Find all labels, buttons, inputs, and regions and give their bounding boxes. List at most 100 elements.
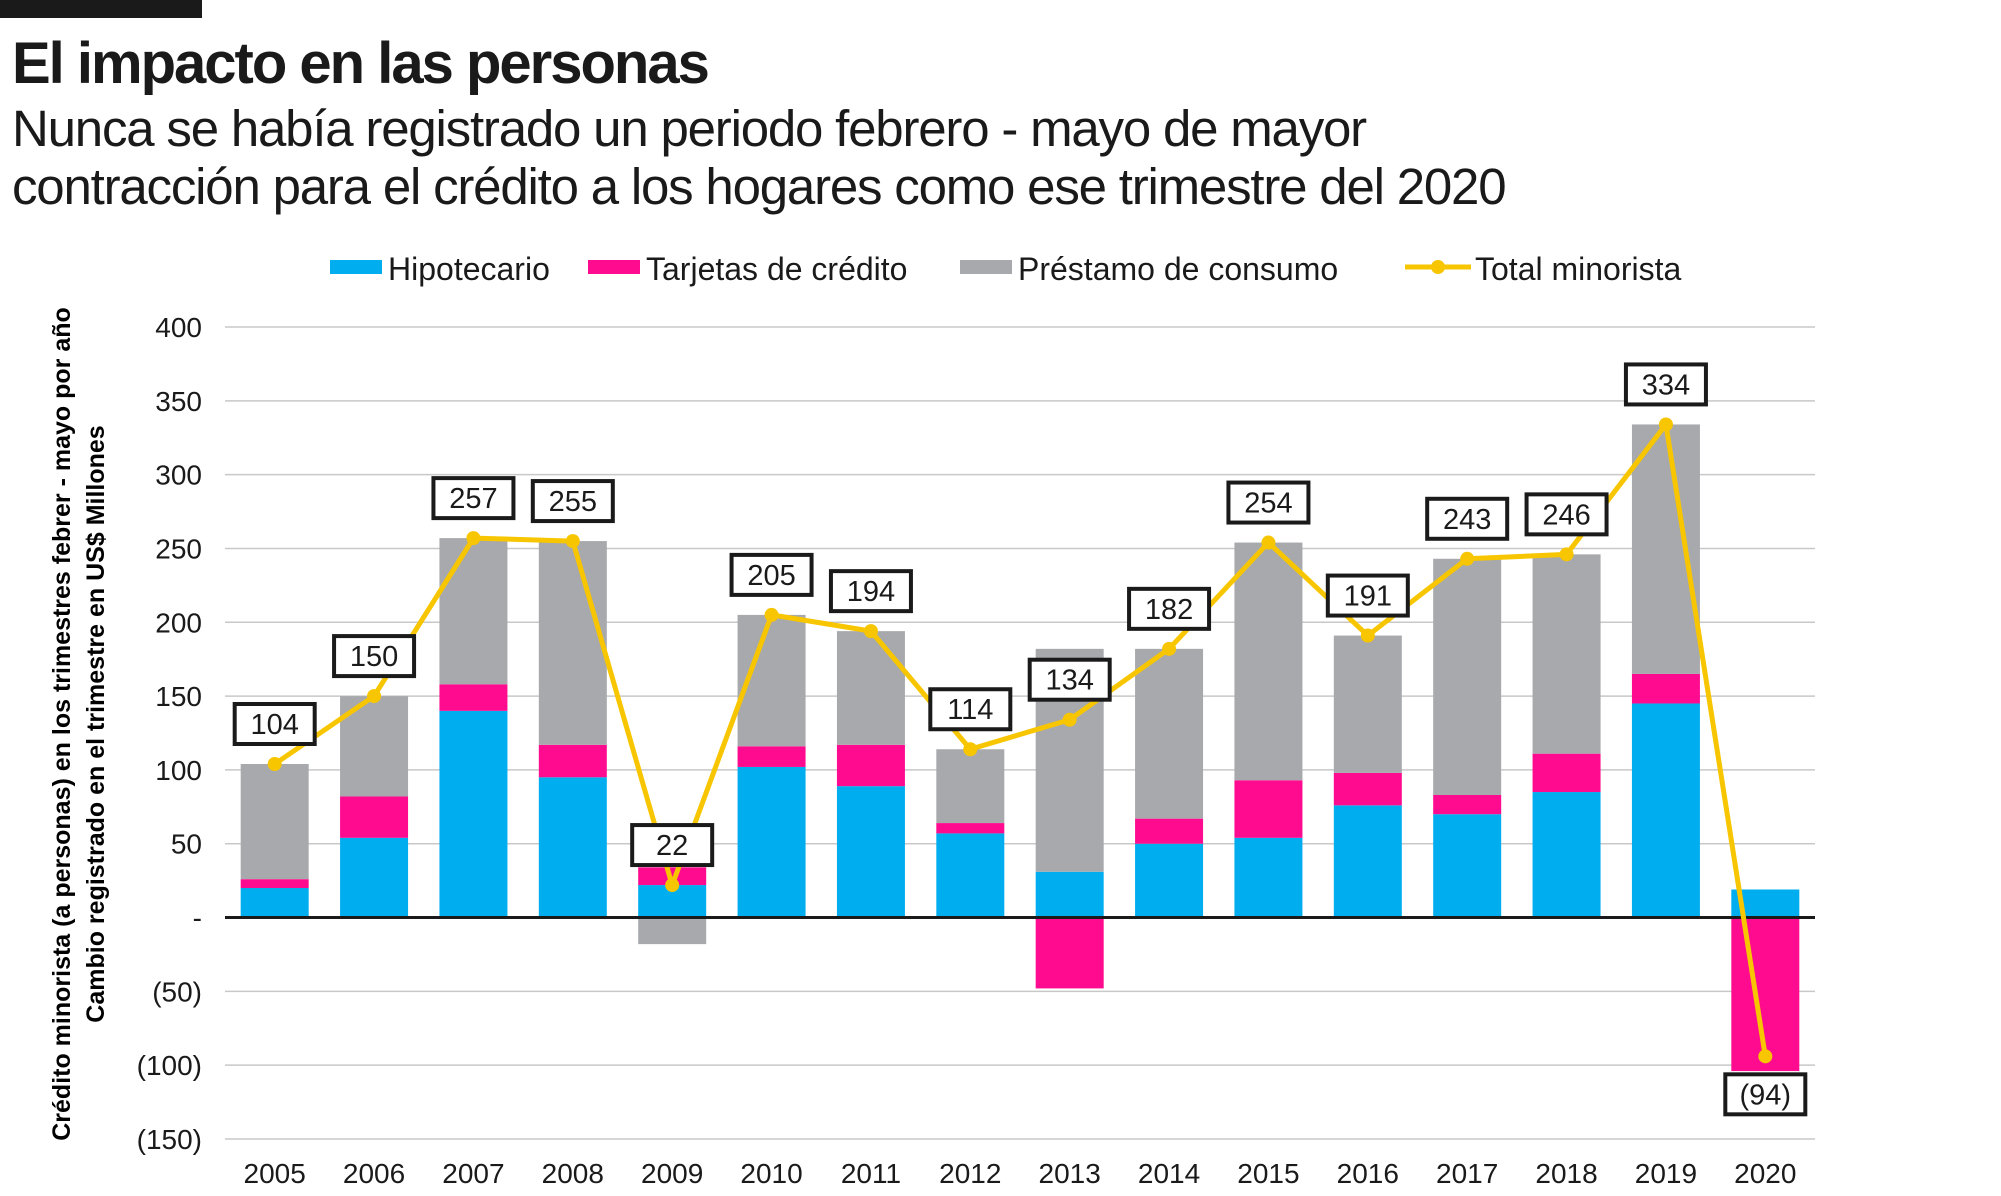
x-tick-label: 2015 [1237, 1158, 1299, 1189]
total-point-2019 [1658, 417, 1673, 432]
bar-hipotecario-2007 [439, 710, 508, 918]
value-label-2011: 194 [847, 576, 895, 608]
total-point-2006 [367, 689, 382, 704]
y-tick-label: - [193, 903, 202, 934]
x-tick-label: 2008 [542, 1158, 604, 1189]
y-tick-label: 50 [171, 829, 202, 860]
value-label-box-2013 [1027, 657, 1112, 702]
total-point-2007 [466, 531, 481, 546]
bar-tarjetas-de-cr-dito-2013 [1035, 917, 1104, 989]
bar-pr-stamo-de-consumo-2005 [240, 764, 309, 880]
header-accent-bar [0, 0, 202, 18]
bar-pr-stamo-de-consumo-2017 [1433, 558, 1502, 796]
legend-swatch-total-point [1431, 260, 1445, 274]
legend-swatch-pr-stamo-de-consumo [960, 260, 1012, 274]
bar-pr-stamo-de-consumo-2018 [1532, 554, 1601, 754]
value-label-box-2010 [729, 552, 814, 597]
bar-tarjetas-de-cr-dito-2011 [836, 744, 905, 787]
x-tick-label: 2016 [1337, 1158, 1399, 1189]
chart-title: El impacto en las personas [12, 31, 710, 96]
value-label-box-2018 [1524, 492, 1609, 537]
x-tick-label: 2007 [442, 1158, 504, 1189]
legend-label-tarjetas-de-cr-dito: Tarjetas de crédito [646, 251, 907, 287]
bar-hipotecario-2010 [737, 766, 806, 918]
x-tick-label: 2012 [939, 1158, 1001, 1189]
bar-pr-stamo-de-consumo-2009 [638, 917, 707, 945]
x-tick-label: 2006 [343, 1158, 405, 1189]
value-label-box-2014 [1127, 586, 1212, 631]
bar-tarjetas-de-cr-dito-2008 [538, 744, 607, 778]
total-point-2016 [1360, 628, 1375, 643]
bar-hipotecario-2005 [240, 888, 309, 918]
value-label-box-2005 [232, 702, 317, 747]
y-axis-title-line1: Crédito minorista (a personas) en los tr… [48, 307, 76, 1141]
bar-tarjetas-de-cr-dito-2012 [936, 823, 1005, 834]
total-point-2005 [267, 757, 282, 772]
value-label-2006: 150 [350, 641, 398, 673]
value-label-2015: 254 [1244, 488, 1292, 520]
value-label-2009: 22 [656, 830, 688, 862]
bar-tarjetas-de-cr-dito-2018 [1532, 753, 1601, 793]
legend-label-hipotecario: Hipotecario [388, 251, 550, 287]
y-tick-label: 300 [155, 460, 202, 491]
value-label-2016: 191 [1344, 581, 1392, 613]
value-label-2018: 246 [1542, 499, 1590, 531]
x-tick-label: 2011 [841, 1158, 901, 1189]
bar-tarjetas-de-cr-dito-2007 [439, 684, 508, 711]
x-tick-label: 2014 [1138, 1158, 1200, 1189]
value-label-2008: 255 [549, 486, 597, 518]
y-axis-title-line2: Cambio registrado en el trimestre en US$… [82, 425, 110, 1022]
total-point-2010 [764, 607, 779, 622]
bar-hipotecario-2015 [1234, 837, 1303, 918]
x-tick-label: 2017 [1436, 1158, 1498, 1189]
bar-tarjetas-de-cr-dito-2017 [1433, 795, 1502, 815]
legend-swatch-hipotecario [330, 260, 382, 274]
value-label-2017: 243 [1443, 504, 1491, 536]
x-tick-label: 2010 [740, 1158, 802, 1189]
bar-hipotecario-2011 [836, 786, 905, 918]
bar-tarjetas-de-cr-dito-2016 [1333, 772, 1402, 806]
value-label-2005: 104 [250, 709, 298, 741]
bar-hipotecario-2013 [1035, 871, 1104, 918]
x-tick-label: 2013 [1039, 1158, 1101, 1189]
value-label-box-2009 [630, 823, 715, 868]
bar-hipotecario-2014 [1135, 843, 1204, 918]
y-tick-label: 350 [155, 386, 202, 417]
value-label-2012: 114 [947, 694, 993, 726]
y-tick-label: (150) [137, 1124, 202, 1155]
total-minorista-line [273, 421, 1768, 1057]
y-tick-label: 200 [155, 607, 202, 638]
y-tick-label: 150 [155, 681, 202, 712]
legend-swatch-tarjetas-de-cr-dito [588, 260, 640, 274]
value-label-2019: 334 [1642, 369, 1690, 401]
bar-pr-stamo-de-consumo-2012 [936, 749, 1005, 824]
y-tick-label: (50) [152, 976, 202, 1007]
legend-label-pr-stamo-de-consumo: Préstamo de consumo [1018, 251, 1338, 287]
bar-tarjetas-de-cr-dito-2010 [737, 746, 806, 767]
total-point-2009 [665, 878, 680, 893]
value-label-box-2011 [828, 569, 913, 614]
total-point-2011 [863, 624, 878, 639]
total-point-2020 [1758, 1049, 1773, 1064]
x-tick-label: 2009 [641, 1158, 703, 1189]
value-label-box-2017 [1425, 496, 1510, 541]
value-label-box-2008 [530, 479, 615, 524]
bar-tarjetas-de-cr-dito-2015 [1234, 780, 1303, 838]
x-tick-label: 2005 [244, 1158, 306, 1189]
y-tick-label: (100) [137, 1050, 202, 1081]
y-tick-label: 400 [155, 312, 202, 343]
total-point-2013 [1062, 712, 1077, 727]
bar-tarjetas-de-cr-dito-2014 [1135, 818, 1204, 844]
x-tick-label: 2020 [1734, 1158, 1796, 1189]
value-label-box-2012 [928, 687, 1013, 732]
bar-hipotecario-2012 [936, 833, 1005, 918]
total-point-2008 [565, 534, 580, 549]
bar-pr-stamo-de-consumo-2014 [1135, 648, 1204, 819]
bar-hipotecario-2017 [1433, 814, 1502, 918]
x-tick-label: 2019 [1635, 1158, 1697, 1189]
bar-hipotecario-2006 [340, 837, 409, 918]
bar-hipotecario-2016 [1333, 805, 1402, 918]
bar-hipotecario-2018 [1532, 792, 1601, 918]
y-tick-label: 100 [155, 755, 202, 786]
